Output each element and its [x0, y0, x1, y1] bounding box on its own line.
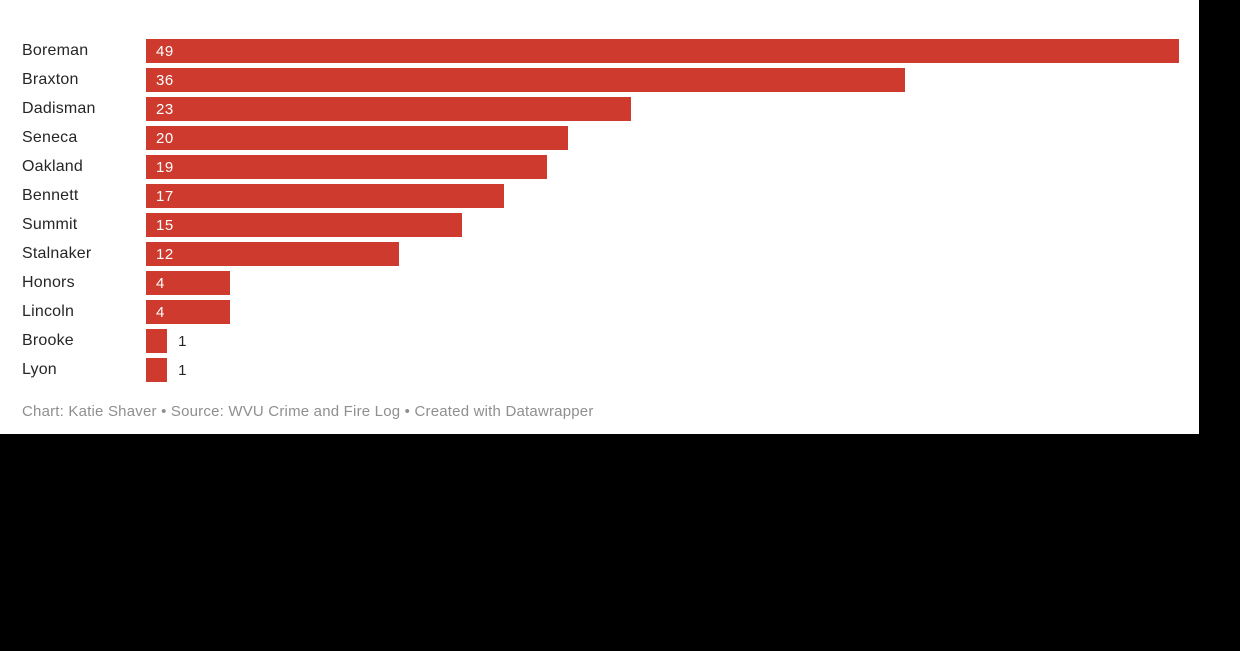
value-label: 4: [156, 303, 165, 321]
bar-row: Brooke 1: [0, 329, 1199, 353]
bar-track: 36: [146, 68, 1199, 92]
bar-row: Oakland 19: [0, 155, 1199, 179]
bar: 17: [146, 184, 505, 208]
bar-track: 49: [146, 39, 1199, 63]
value-label: 19: [156, 158, 174, 176]
bar: [146, 329, 168, 353]
bar-track: 1: [146, 329, 1199, 353]
value-label: 15: [156, 216, 174, 234]
bar: 4: [146, 271, 231, 295]
bar-track: 12: [146, 242, 1199, 266]
bar-row: Dadisman 23: [0, 97, 1199, 121]
value-label: 1: [178, 332, 187, 350]
bar-row: Braxton 36: [0, 68, 1199, 92]
bar: 23: [146, 97, 631, 121]
bar: 12: [146, 242, 399, 266]
category-label: Summit: [22, 216, 78, 233]
value-label: 12: [156, 245, 174, 263]
bar: 49: [146, 39, 1179, 63]
category-label: Stalnaker: [22, 245, 92, 262]
bar-track: 20: [146, 126, 1199, 150]
bar-track: 1: [146, 358, 1199, 382]
bar: 15: [146, 213, 463, 237]
bar-track: 4: [146, 300, 1199, 324]
bar: 36: [146, 68, 905, 92]
chart-attribution: Chart: Katie Shaver • Source: WVU Crime …: [22, 403, 594, 420]
bar-track: 4: [146, 271, 1199, 295]
category-label: Bennett: [22, 187, 79, 204]
value-label: 20: [156, 129, 174, 147]
value-label: 36: [156, 71, 174, 89]
bar-row: Lyon 1: [0, 358, 1199, 382]
category-label: Seneca: [22, 129, 78, 146]
value-label: 4: [156, 274, 165, 292]
bar-row: Lincoln 4: [0, 300, 1199, 324]
bar: 4: [146, 300, 231, 324]
category-label: Boreman: [22, 42, 89, 59]
bar-row: Boreman 49: [0, 39, 1199, 63]
bar-row: Bennett 17: [0, 184, 1199, 208]
chart-panel: Boreman 49 Braxton 36 Dadisman 23 Seneca 20 Oakl…: [0, 0, 1199, 434]
bar: 19: [146, 155, 547, 179]
bar: [146, 358, 168, 382]
bar-track: 15: [146, 213, 1199, 237]
bar-track: 17: [146, 184, 1199, 208]
bar-row: Seneca 20: [0, 126, 1199, 150]
category-label: Lyon: [22, 361, 57, 378]
category-label: Braxton: [22, 71, 79, 88]
category-label: Honors: [22, 274, 75, 291]
bar-chart: Boreman 49 Braxton 36 Dadisman 23 Seneca 20 Oakl…: [0, 39, 1199, 387]
bar-row: Summit 15: [0, 213, 1199, 237]
value-label: 1: [178, 361, 187, 379]
value-label: 23: [156, 100, 174, 118]
black-filler-bottom: [0, 434, 1240, 651]
category-label: Lincoln: [22, 303, 75, 320]
category-label: Dadisman: [22, 100, 96, 117]
category-label: Oakland: [22, 158, 83, 175]
bar-track: 19: [146, 155, 1199, 179]
bar: 20: [146, 126, 568, 150]
value-label: 17: [156, 187, 174, 205]
bar-row: Stalnaker 12: [0, 242, 1199, 266]
value-label: 49: [156, 42, 174, 60]
bar-track: 23: [146, 97, 1199, 121]
category-label: Brooke: [22, 332, 74, 349]
bar-row: Honors 4: [0, 271, 1199, 295]
